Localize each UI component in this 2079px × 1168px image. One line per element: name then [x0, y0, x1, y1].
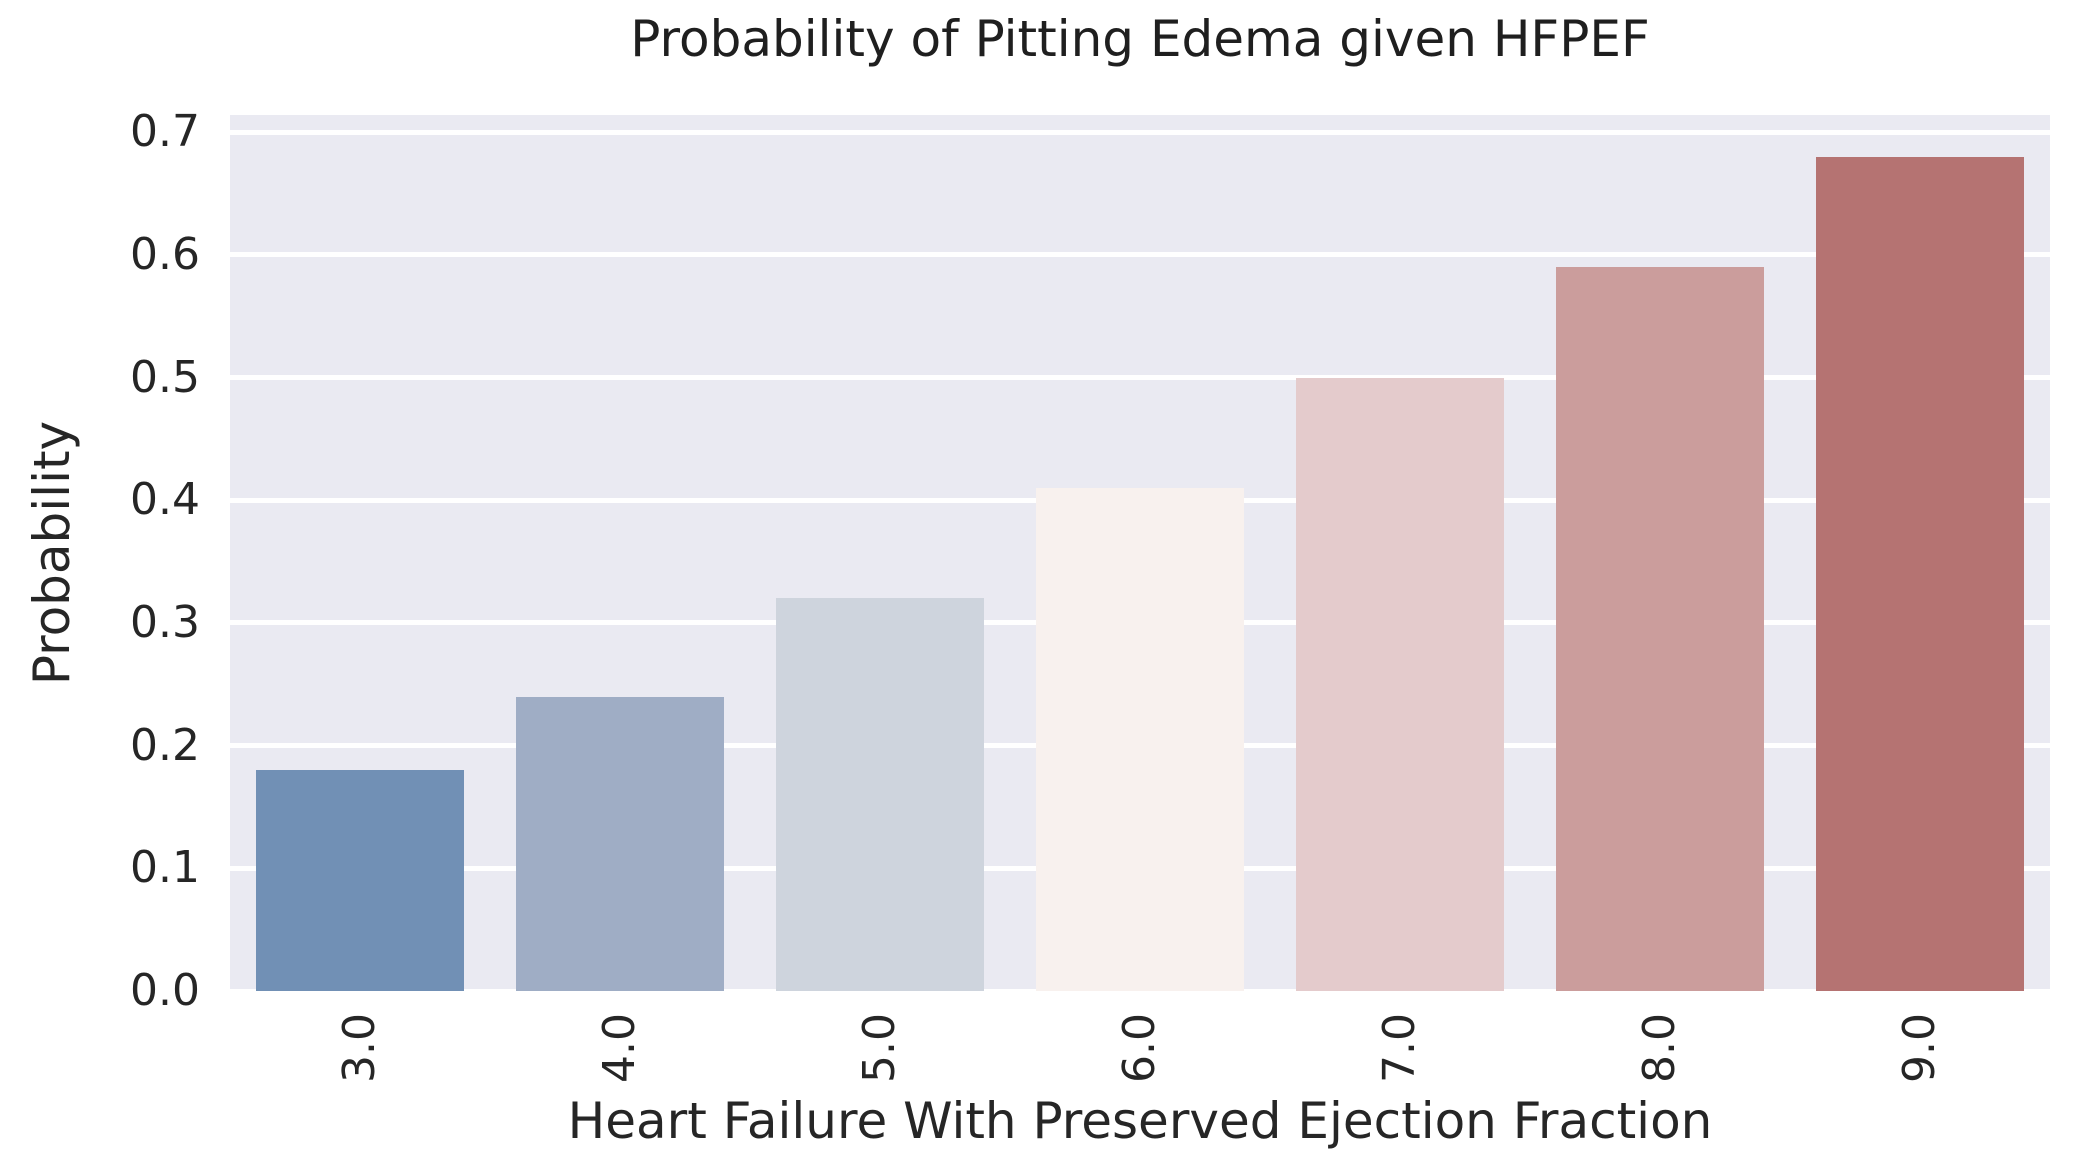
- bar-8.0: [1556, 267, 1764, 991]
- bar-7.0: [1296, 377, 1504, 991]
- x-tick-label: 8.0: [1634, 1013, 1685, 1083]
- x-axis-label: Heart Failure With Preserved Ejection Fr…: [567, 1092, 1713, 1150]
- bar-6.0: [1036, 487, 1244, 991]
- bar-5.0: [776, 598, 984, 991]
- y-tick-label: 0.5: [130, 351, 200, 403]
- y-tick-label: 0.4: [130, 474, 200, 526]
- y-tick-label: 0.1: [130, 842, 200, 894]
- y-tick-label: 0.2: [130, 719, 200, 771]
- x-tick-label: 5.0: [854, 1013, 905, 1083]
- x-tick-label: 4.0: [594, 1013, 645, 1083]
- gridline-0.6: [230, 252, 2050, 258]
- y-tick-label: 0.6: [130, 228, 200, 280]
- gridline-0.7: [230, 129, 2050, 135]
- gridline-0.5: [230, 375, 2050, 381]
- x-tick-label: 9.0: [1894, 1013, 1945, 1083]
- chart-title: Probability of Pitting Edema given HFPEF: [630, 10, 1650, 68]
- y-tick-label: 0.7: [130, 106, 200, 158]
- bar-4.0: [516, 696, 724, 991]
- gridline-0.0: [230, 988, 2050, 994]
- y-axis-label: Probability: [23, 420, 81, 686]
- x-tick-label: 3.0: [334, 1013, 385, 1083]
- y-tick-label: 0.0: [130, 965, 200, 1016]
- x-tick-label: 7.0: [1374, 1013, 1425, 1083]
- plot-area: [230, 115, 2050, 994]
- x-tick-label: 6.0: [1114, 1013, 1165, 1083]
- bar-3.0: [256, 770, 464, 991]
- y-tick-label: 0.3: [130, 596, 200, 648]
- bar-9.0: [1816, 156, 2024, 991]
